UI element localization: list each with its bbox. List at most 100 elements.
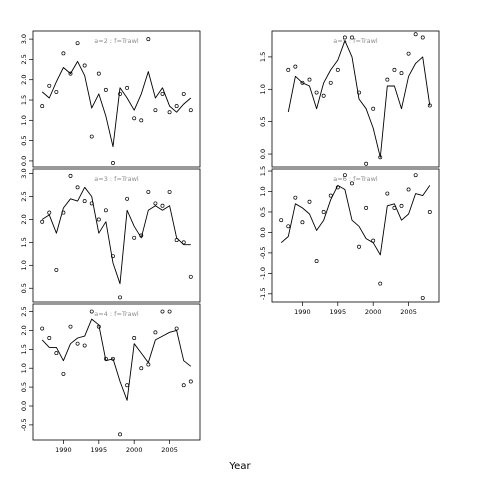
x-tick-label: 2000 [126,446,143,454]
y-tick-label: 1.5 [20,237,28,247]
y-tick-label: 0.0 [20,401,28,411]
observed-point [181,91,186,96]
observed-point [300,80,305,85]
observed-point [47,336,52,340]
panel-2: 0.5 1.0 1.5 2.0 2.5 3.0 a=3 : f=Trawl [20,168,201,303]
observed-point [40,219,45,224]
observed-point [181,240,186,245]
observed-point [153,201,158,206]
observed-point [146,189,151,194]
observed-point [307,199,312,204]
observed-point [420,35,425,40]
observed-point [371,238,376,243]
observed-point [342,35,347,40]
observed-point [118,91,122,96]
observed-point [82,199,87,204]
observed-point [160,309,165,314]
observed-point [47,83,52,88]
observed-point [420,295,425,300]
observed-point [139,118,144,123]
observed-point [118,295,122,300]
panel-frame [271,30,440,168]
observed-point [111,160,115,165]
y-tick-label: 1.0 [20,260,28,270]
panels-layer: 0.0 0.5 1.0 1.5 2.0 2.5 3.0 a=2 : f=Trawl 0.5 1.0… [20,30,440,454]
fitted-line [41,318,192,401]
panel-5: -1.5 -1.0 -0.5 0.0 0.5 1.0 1.5 1990 1995 2000 2005… [259,166,440,316]
y-tick-label: -0.5 [20,419,28,432]
observed-point [321,93,326,98]
observed-point [61,210,66,215]
observed-point [413,32,418,37]
panel-frame [32,30,201,168]
observed-point [103,87,108,92]
y-tick-label: 1.0 [259,84,267,94]
panel-frame [271,168,440,303]
observed-point [371,106,376,111]
observed-point [40,326,45,331]
observed-point [167,309,172,314]
x-tick-label: 1995 [330,308,347,316]
observed-point [96,324,101,329]
y-tick-label: 3.0 [20,168,28,178]
observed-point [47,210,52,215]
observed-point [40,104,45,109]
fitted-line [41,60,192,148]
panel-label: a=3 : f=Trawl [94,175,139,183]
observed-point [188,379,193,384]
observed-point [61,371,66,376]
y-tick-label: -0.5 [259,247,267,260]
y-tick-label: 0.5 [259,207,267,217]
x-tick-label: 1995 [91,446,108,454]
y-tick-label: 0.0 [259,227,267,237]
observed-point [82,63,87,68]
observed-point [54,351,59,356]
observed-point [68,71,73,76]
observed-point [153,108,158,113]
observed-point [181,383,186,388]
observed-point [427,103,432,108]
observed-point [68,173,73,178]
observed-point [54,89,59,94]
observed-point [321,210,326,214]
observed-point [342,173,347,178]
observed-point [385,77,390,82]
panel-label: a=4 : f=Trawl [94,310,139,318]
observed-point [385,191,390,196]
y-tick-label: 2.5 [20,54,28,64]
observed-point [364,205,369,210]
y-tick-label: 2.0 [20,75,28,85]
y-tick-label: 0.5 [20,283,28,293]
observed-point [300,220,305,225]
y-tick-label: 0.0 [259,149,267,159]
y-tick-label: 0.5 [20,382,28,392]
observed-point [314,259,319,264]
observed-point [96,217,101,222]
observed-point [406,51,411,56]
observed-point [96,71,101,76]
observed-point [364,161,369,166]
panel-frame [32,168,201,303]
y-tick-label: 0.5 [20,135,28,145]
observed-point [188,274,193,279]
observed-point [174,104,179,109]
y-tick-label: 1.5 [20,344,28,354]
x-tick-label: 2005 [161,446,178,454]
observed-point [314,90,319,95]
y-tick-label: 2.5 [20,191,28,201]
y-tick-label: 1.0 [20,115,28,125]
observed-point [188,108,193,113]
observed-point [111,356,115,361]
observed-point [167,110,172,115]
x-axis-title: Year [228,461,251,472]
observed-point [75,185,80,190]
observed-point [68,324,73,329]
observed-point [167,189,172,194]
panel-3: -0.5 0.0 0.5 1.0 1.5 2.0 2.5 1990 1995 2000 2005 a=… [20,303,201,454]
observed-point [132,235,137,240]
observed-point [350,181,354,186]
observed-point [82,343,87,348]
observed-point [89,309,94,314]
observed-point [103,356,108,361]
observed-point [125,196,130,201]
